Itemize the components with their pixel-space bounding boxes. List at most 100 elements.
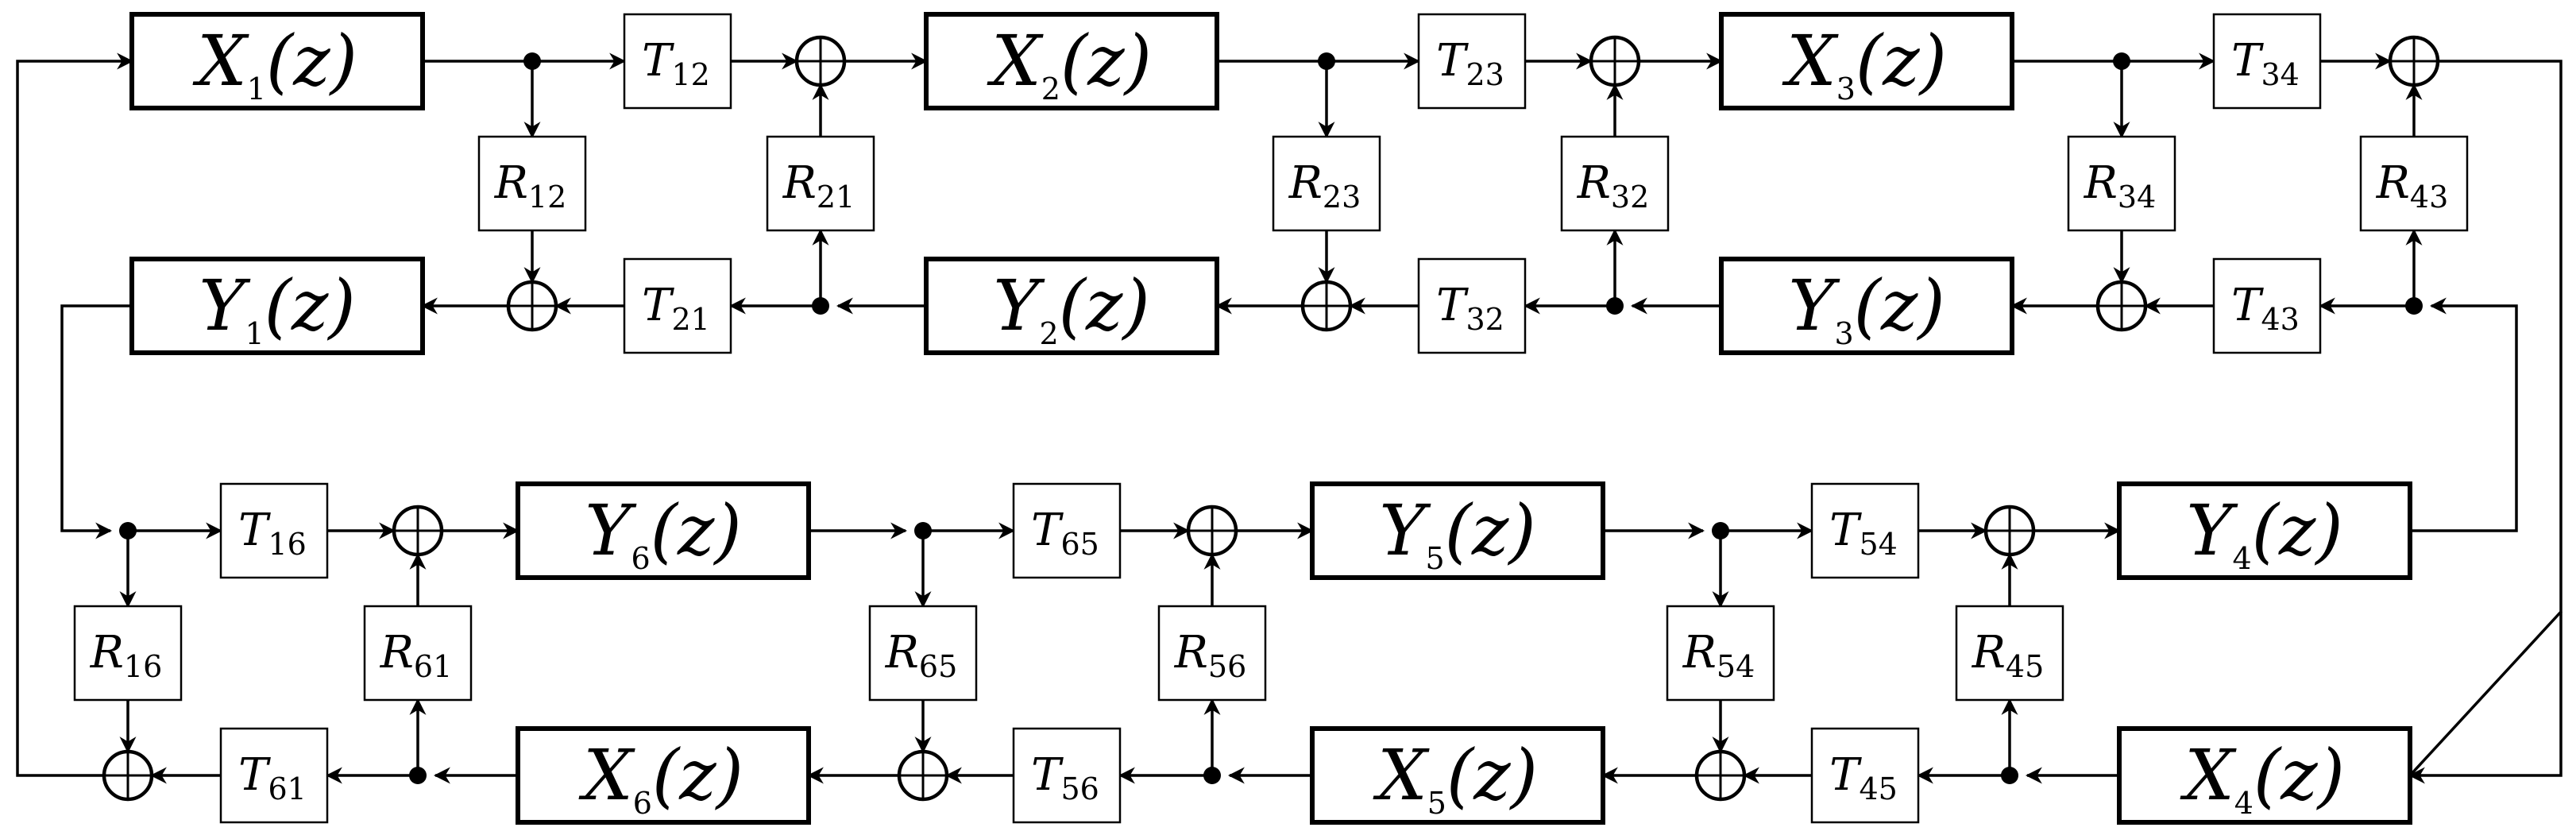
block-argument: (z) bbox=[1854, 265, 1945, 346]
gain-t65: T65 bbox=[1012, 482, 1122, 579]
gain-label: R54 bbox=[1682, 627, 1755, 684]
gain-symbol: T bbox=[1829, 749, 1862, 801]
branch-dot bbox=[119, 522, 137, 539]
signal-wire bbox=[2408, 612, 2562, 784]
gain-symbol: T bbox=[642, 35, 674, 87]
block-label: X5(z) bbox=[1373, 734, 1538, 821]
block-x1: X1(z) bbox=[129, 12, 425, 110]
block-label: Y3(z) bbox=[1788, 265, 1945, 351]
gain-symbol: T bbox=[1436, 35, 1469, 87]
block-symbol: X bbox=[1373, 734, 1430, 816]
block-symbol: X bbox=[987, 20, 1044, 102]
branch-dot bbox=[1318, 52, 1335, 70]
gain-symbol: R bbox=[1682, 627, 1717, 679]
gain-subscript: 21 bbox=[672, 302, 710, 337]
block-subscript: 3 bbox=[1836, 72, 1856, 106]
gain-label: T32 bbox=[1436, 280, 1504, 337]
gain-symbol: R bbox=[1972, 627, 2006, 679]
gain-r54: R54 bbox=[1666, 605, 1775, 702]
summing-junction bbox=[392, 505, 444, 557]
gain-r23: R23 bbox=[1272, 135, 1381, 232]
gain-t34: T34 bbox=[2212, 13, 2322, 110]
gain-subscript: 65 bbox=[1061, 527, 1099, 562]
gain-t16: T16 bbox=[219, 482, 329, 579]
gain-label: R34 bbox=[2084, 157, 2157, 215]
gain-t61: T61 bbox=[219, 727, 329, 824]
gain-t23: T23 bbox=[1417, 13, 1527, 110]
gain-label: T56 bbox=[1031, 749, 1099, 806]
summing-junction bbox=[2095, 280, 2148, 332]
block-y5: Y5(z) bbox=[1310, 481, 1605, 580]
transfer-blocks: X1(z) X2(z) X3(z)Y1(z) Y2(z) Y3(z)Y6(z) Y5(z)… bbox=[129, 12, 2412, 825]
gain-label: T34 bbox=[2231, 35, 2300, 92]
gain-subscript: 43 bbox=[2410, 180, 2448, 215]
block-subscript: 2 bbox=[1041, 72, 1060, 106]
block-x2: X2(z) bbox=[924, 12, 1219, 110]
block-label: Y5(z) bbox=[1379, 489, 1535, 576]
gain-label: R43 bbox=[2376, 157, 2449, 215]
gain-label: T21 bbox=[642, 280, 710, 337]
block-subscript: 5 bbox=[1427, 786, 1446, 821]
block-subscript: 3 bbox=[1834, 316, 1853, 351]
gain-symbol: R bbox=[494, 157, 528, 209]
gain-symbol: T bbox=[238, 505, 271, 556]
block-x5: X5(z) bbox=[1310, 726, 1605, 825]
gain-symbol: T bbox=[2231, 280, 2264, 331]
gain-subscript: 21 bbox=[817, 180, 855, 215]
signal-wire bbox=[60, 304, 132, 539]
gain-subscript: 16 bbox=[268, 527, 307, 562]
gain-t12: T12 bbox=[623, 13, 732, 110]
gain-r32: R32 bbox=[1560, 135, 1670, 232]
branch-dot bbox=[914, 522, 932, 539]
gain-symbol: R bbox=[1174, 627, 1208, 679]
block-argument: (z) bbox=[651, 489, 742, 571]
block-label: X4(z) bbox=[2180, 734, 2345, 821]
gain-r45: R45 bbox=[1955, 605, 2064, 702]
block-argument: (z) bbox=[1445, 489, 1536, 571]
block-y6: Y6(z) bbox=[516, 481, 811, 580]
gain-label: T45 bbox=[1829, 749, 1898, 806]
gain-subscript: 32 bbox=[1466, 302, 1504, 337]
gain-t56: T56 bbox=[1012, 727, 1122, 824]
gain-label: R21 bbox=[782, 157, 855, 215]
gain-subscript: 45 bbox=[2006, 649, 2044, 684]
summing-junction bbox=[1589, 35, 1641, 87]
gain-symbol: R bbox=[1288, 157, 1323, 209]
block-label: Y1(z) bbox=[199, 265, 355, 351]
block-symbol: X bbox=[578, 734, 635, 816]
gain-subscript: 45 bbox=[1860, 771, 1898, 806]
block-label: Y4(z) bbox=[2186, 489, 2342, 576]
gain-r65: R65 bbox=[868, 605, 978, 702]
block-argument: (z) bbox=[1446, 734, 1538, 816]
gain-subscript: 34 bbox=[2118, 180, 2156, 215]
block-label: X6(z) bbox=[578, 734, 743, 821]
signal-wire bbox=[2408, 60, 2562, 777]
gain-symbol: R bbox=[380, 627, 414, 679]
branch-points bbox=[119, 52, 2423, 784]
gain-t45: T45 bbox=[1810, 727, 1920, 824]
gain-r56: R56 bbox=[1157, 605, 1267, 702]
block-argument: (z) bbox=[1060, 20, 1152, 102]
gain-label: T43 bbox=[2231, 280, 2300, 337]
block-symbol: Y bbox=[585, 489, 637, 571]
gain-r34: R34 bbox=[2067, 135, 2176, 232]
gain-label: R65 bbox=[885, 627, 958, 684]
gain-r21: R21 bbox=[766, 135, 875, 232]
gain-subscript: 16 bbox=[124, 649, 162, 684]
gain-subscript: 54 bbox=[1717, 649, 1755, 684]
gain-label: T54 bbox=[1829, 505, 1898, 562]
summing-junction bbox=[794, 35, 847, 87]
gain-subscript: 54 bbox=[1860, 527, 1898, 562]
block-symbol: X bbox=[2180, 734, 2237, 816]
gain-subscript: 56 bbox=[1061, 771, 1099, 806]
block-argument: (z) bbox=[1059, 265, 1150, 346]
gain-t21: T21 bbox=[623, 257, 732, 354]
branch-dot bbox=[1203, 767, 1221, 784]
block-y3: Y3(z) bbox=[1719, 257, 2014, 355]
branch-dot bbox=[409, 767, 427, 784]
gain-symbol: T bbox=[642, 280, 674, 331]
signal-wires bbox=[16, 52, 2562, 784]
block-x4: X4(z) bbox=[2117, 726, 2412, 825]
block-subscript: 6 bbox=[633, 786, 652, 821]
